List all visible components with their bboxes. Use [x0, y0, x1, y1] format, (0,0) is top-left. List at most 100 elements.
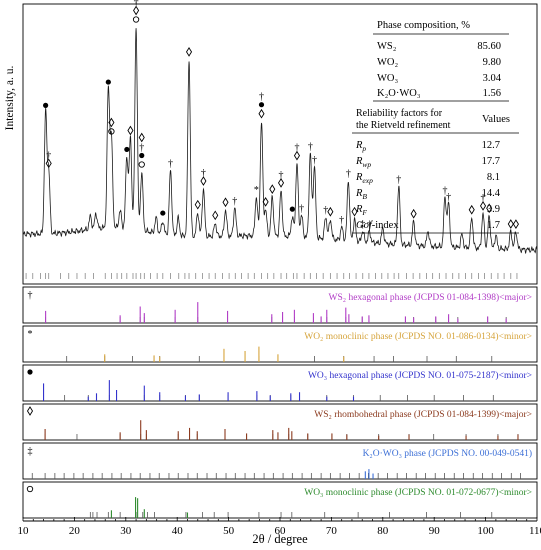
- x-axis-label: 2θ / degree: [252, 532, 308, 546]
- dagger-marker: †: [46, 150, 51, 161]
- reliability-factor-label: Gof-index: [356, 220, 399, 231]
- diamond-marker: [194, 199, 201, 210]
- dagger-marker: †: [279, 170, 284, 181]
- dagger-marker: †: [299, 203, 304, 214]
- reference-panel-frame: [22, 364, 538, 402]
- x-axis: 10 20 30 40 50 60 70 80 90 100 110: [18, 517, 541, 537]
- reference-panel-frame: [22, 442, 538, 480]
- diamond-marker: [410, 208, 417, 219]
- reliability-factor-label: Rexp: [355, 172, 373, 185]
- main-panel-bragg-ticks: [25, 273, 518, 279]
- reliability-factor-value: 14.4: [482, 188, 501, 199]
- phase-label-wo2: WO₂: [377, 57, 398, 68]
- phase-value-k2o-wo3: 1.56: [483, 88, 501, 99]
- diamond-marker: [293, 150, 300, 161]
- dagger-marker: †: [446, 192, 451, 203]
- dagger-marker: †: [323, 205, 328, 216]
- diamond-marker: [479, 201, 487, 211]
- reliability-factor-label: Rp: [355, 140, 366, 153]
- reference-phase-label: WO₃ hexagonal phase (JCPDS NO. 01-075-21…: [308, 370, 532, 381]
- open-circle-marker: [132, 16, 140, 23]
- x-tick-label: 10: [18, 525, 30, 537]
- reference-panel-double-dagger: ‡ K₂O·WO₃ phase (JCPDS NO. 00-049-0541): [22, 442, 538, 480]
- x-tick-label: 80: [377, 525, 389, 537]
- panel-symbol: ‡: [28, 446, 33, 457]
- reliability-factor-value: 1.7: [487, 220, 500, 231]
- x-tick-label: 40: [172, 525, 184, 537]
- dagger-marker: †: [232, 196, 237, 207]
- reference-panel-frame: [22, 286, 538, 324]
- x-tick-label: 70: [326, 525, 338, 537]
- phase-value-wo2: 9.80: [483, 57, 501, 68]
- phase-table-title: Phase composition, %: [377, 20, 470, 31]
- dagger-marker: †: [168, 158, 173, 169]
- dagger-marker: †: [308, 142, 313, 153]
- reference-panel-asterisk: * WO₂ monoclinic phase (JCPDS NO. 01-086-…: [22, 325, 538, 363]
- diamond-marker: [351, 206, 358, 217]
- phase-label-k2o-wo3: K₂O·WO₃: [377, 88, 421, 99]
- diamond-marker: [512, 219, 519, 229]
- reference-phase-label: WS₂ rhombohedral phase (JCPDS 01-084-139…: [314, 409, 532, 420]
- dagger-marker: †: [294, 143, 299, 154]
- dagger-marker: †: [312, 155, 317, 166]
- diamond-marker: [127, 125, 134, 136]
- reliability-factor-value: 17.7: [482, 156, 500, 167]
- diamond-marker: [222, 197, 229, 208]
- reference-panel-frame: [22, 403, 538, 441]
- filled-circle-marker: [258, 102, 265, 108]
- x-tick-label: 30: [120, 525, 132, 537]
- diamond-marker: [327, 206, 334, 217]
- diamond-marker: [133, 5, 140, 16]
- x-tick-label: 100: [477, 525, 494, 537]
- filled-circle-marker: [139, 152, 145, 159]
- diamond-marker: [258, 108, 265, 119]
- reliability-factor-label: RF: [355, 204, 367, 217]
- dagger-marker: †: [396, 174, 401, 185]
- dagger-marker: †: [201, 168, 206, 179]
- dagger-marker: †: [134, 0, 139, 8]
- reliability-values-header: Values: [482, 114, 510, 125]
- dagger-marker: †: [259, 92, 264, 103]
- phase-value-ws2: 85.60: [477, 41, 501, 52]
- panel-symbol: [27, 369, 33, 375]
- phase-label-ws2: WS₂: [377, 41, 397, 52]
- reliability-rows: Rp 12.7 Rwp 17.7 Rexp 8.1 RB 14.4 RF 3.9 Gof-index…: [355, 140, 501, 231]
- filled-circle-marker: [105, 79, 111, 85]
- panel-symbol: [26, 485, 34, 493]
- dagger-marker: †: [367, 220, 372, 231]
- open-circle-marker: [108, 128, 115, 135]
- xrd-pattern-curve: [22, 28, 538, 255]
- diamond-marker: [262, 197, 269, 207]
- reliability-factor-label: RB: [355, 188, 367, 201]
- reference-pattern-panels: † WS₂ hexagonal phase (JCPDS 01-084-1398)…: [22, 286, 538, 519]
- reliability-factor-value: 12.7: [482, 140, 500, 151]
- phase-value-wo3: 3.04: [483, 73, 502, 84]
- main-panel-frame: [22, 3, 538, 285]
- diamond-marker: [212, 210, 219, 221]
- reference-phase-label: K₂O·WO₃ phase (JCPDS NO. 00-049-0541): [363, 448, 532, 459]
- phase-composition-table: Phase composition, % WS₂ 85.60 WO₂ 9.80 …: [373, 20, 509, 102]
- reliability-factors-table: Reliability factors for the Rietveld ref…: [352, 108, 519, 234]
- diamond-marker: [486, 203, 493, 214]
- open-circle-marker: [138, 161, 145, 168]
- reference-panel-frame: [22, 325, 538, 363]
- phase-label-wo3: WO₃: [377, 73, 398, 84]
- dagger-marker: †: [442, 185, 447, 196]
- diamond-marker: [138, 132, 145, 143]
- diamond-marker: [200, 176, 207, 186]
- double-dagger-marker: ‡: [360, 219, 365, 230]
- panel-symbol: *: [28, 329, 33, 340]
- diamond-marker: [185, 47, 193, 57]
- diamond-marker: [468, 204, 475, 215]
- y-axis-label: Intensity, a. u.: [4, 66, 16, 131]
- reliability-factor-label: Rwp: [355, 156, 371, 169]
- diamond-marker: [277, 178, 285, 188]
- dagger-marker: †: [346, 168, 351, 179]
- panel-symbol: †: [28, 290, 33, 301]
- filled-circle-marker: [160, 210, 166, 216]
- diamond-marker: [108, 117, 115, 128]
- reference-panel-filled-circle: WO₃ hexagonal phase (JCPDS NO. 01-075-21…: [22, 364, 538, 402]
- diamond-marker: [269, 184, 276, 194]
- reference-phase-label: WO₃ monoclinic phase (JCPDS NO. 01-072-0…: [304, 487, 532, 498]
- x-tick-label: 110: [529, 525, 541, 537]
